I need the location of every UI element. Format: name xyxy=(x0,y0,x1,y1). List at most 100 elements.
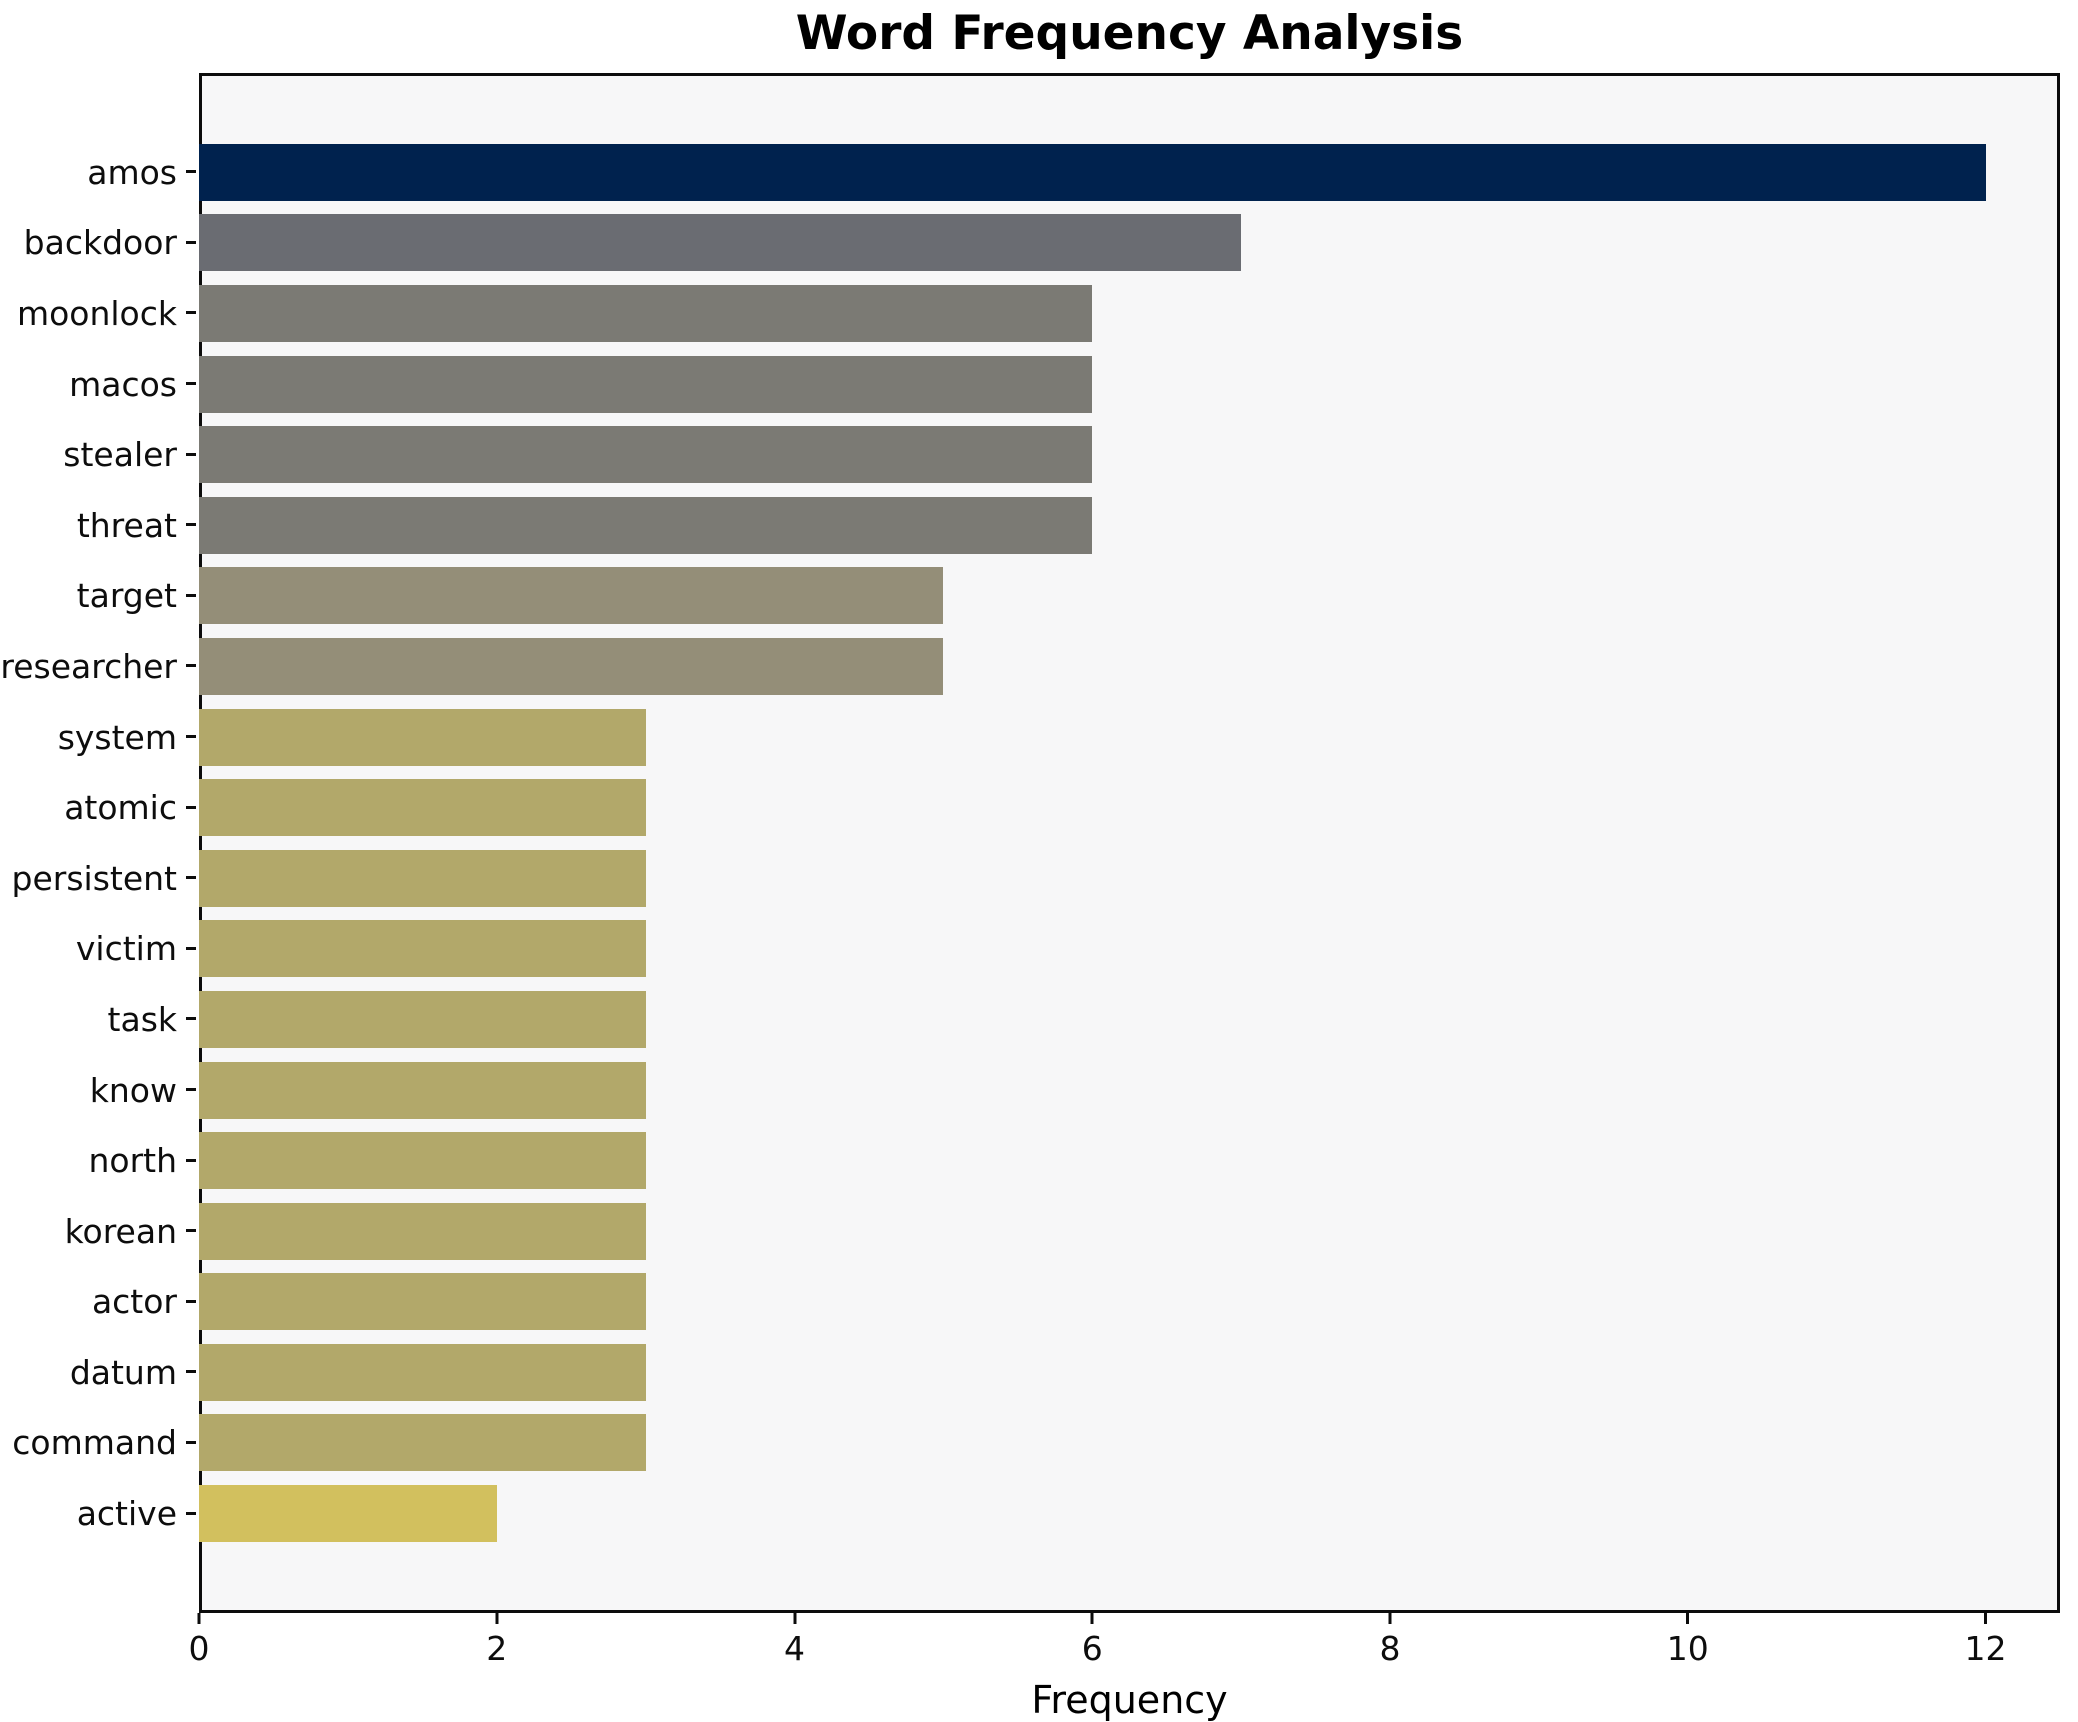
bar-track xyxy=(199,419,2060,490)
bar-track xyxy=(199,208,2060,279)
frequency-bar xyxy=(199,426,1093,484)
x-tick: 10 xyxy=(1667,1613,1709,1665)
y-axis-label: amos xyxy=(87,152,177,192)
y-label-cell: active xyxy=(0,1497,199,1530)
frequency-bar xyxy=(199,1343,646,1401)
y-axis-label: stealer xyxy=(63,435,177,475)
y-axis-label: persistent xyxy=(11,858,177,898)
bar-row: command xyxy=(0,1408,2060,1479)
y-tick-mark xyxy=(186,1511,196,1515)
y-tick-mark xyxy=(186,452,196,456)
y-axis-label: macos xyxy=(69,364,177,404)
x-tick-mark xyxy=(1984,1613,1988,1624)
bar-track xyxy=(199,702,2060,773)
bar-row: know xyxy=(0,1055,2060,1126)
bar-row: target xyxy=(0,561,2060,632)
y-label-cell: atomic xyxy=(0,791,199,824)
x-tick-label: 2 xyxy=(486,1629,508,1668)
y-label-cell: know xyxy=(0,1074,199,1107)
y-tick-mark xyxy=(186,170,196,174)
y-label-cell: threat xyxy=(0,509,199,542)
frequency-bar xyxy=(199,1414,646,1472)
y-label-cell: moonlock xyxy=(0,297,199,330)
y-label-cell: stealer xyxy=(0,438,199,471)
y-tick-mark xyxy=(186,311,196,315)
frequency-bar xyxy=(199,567,944,625)
bar-track xyxy=(199,490,2060,561)
y-axis-label: task xyxy=(107,999,177,1039)
bars-container: amos backdoor moonlock macos stealer threat ta… xyxy=(0,73,2060,1613)
frequency-bar xyxy=(199,779,646,837)
bar-row: victim xyxy=(0,914,2060,985)
bar-track xyxy=(199,843,2060,914)
bar-row: threat xyxy=(0,490,2060,561)
y-axis-label: datum xyxy=(69,1352,177,1392)
y-axis-label: actor xyxy=(91,1282,177,1322)
y-tick-mark xyxy=(186,1158,196,1162)
y-tick-mark xyxy=(186,1088,196,1092)
bar-track xyxy=(199,772,2060,843)
y-label-cell: system xyxy=(0,721,199,754)
y-tick-mark xyxy=(186,735,196,739)
y-label-cell: macos xyxy=(0,368,199,401)
bar-row: macos xyxy=(0,349,2060,420)
x-tick-mark xyxy=(793,1613,797,1624)
bar-track xyxy=(199,1408,2060,1479)
bar-track xyxy=(199,984,2060,1055)
x-tick: 4 xyxy=(784,1613,805,1665)
y-label-cell: command xyxy=(0,1426,199,1459)
x-tick-label: 0 xyxy=(188,1629,210,1668)
y-tick-mark xyxy=(186,593,196,597)
x-tick: 2 xyxy=(486,1613,507,1665)
y-label-cell: persistent xyxy=(0,862,199,895)
y-axis-label: target xyxy=(76,576,177,616)
x-tick-mark xyxy=(1388,1613,1392,1624)
y-axis-label: victim xyxy=(75,929,177,969)
y-label-cell: amos xyxy=(0,156,199,189)
bar-row: backdoor xyxy=(0,208,2060,279)
y-label-cell: korean xyxy=(0,1215,199,1248)
bar-row: persistent xyxy=(0,843,2060,914)
x-tick-label: 10 xyxy=(1666,1629,1709,1668)
frequency-bar xyxy=(199,708,646,766)
frequency-bar xyxy=(199,637,944,695)
y-tick-mark xyxy=(186,240,196,244)
x-tick-label: 12 xyxy=(1964,1629,2007,1668)
y-tick-mark xyxy=(186,664,196,668)
x-tick-mark xyxy=(1090,1613,1094,1624)
bar-row: task xyxy=(0,984,2060,1055)
bar-track xyxy=(199,278,2060,349)
y-label-cell: researcher xyxy=(0,650,199,683)
y-axis-label: active xyxy=(76,1494,177,1534)
x-tick-mark xyxy=(495,1613,499,1624)
y-label-cell: backdoor xyxy=(0,226,199,259)
bar-row: korean xyxy=(0,1196,2060,1267)
frequency-bar xyxy=(199,1132,646,1190)
frequency-bar xyxy=(199,214,1242,272)
y-axis-label: backdoor xyxy=(23,223,177,263)
y-tick-mark xyxy=(186,382,196,386)
bar-track xyxy=(199,1055,2060,1126)
frequency-bar xyxy=(199,920,646,978)
y-tick-mark xyxy=(186,946,196,950)
bar-row: researcher xyxy=(0,631,2060,702)
y-axis-label: researcher xyxy=(0,646,177,686)
y-label-cell: north xyxy=(0,1144,199,1177)
chart-title: Word Frequency Analysis xyxy=(795,6,1464,61)
x-axis-title: Frequency xyxy=(1031,1678,1228,1722)
bar-track xyxy=(199,1478,2060,1549)
y-label-cell: datum xyxy=(0,1356,199,1389)
y-tick-mark xyxy=(186,1229,196,1233)
x-tick: 6 xyxy=(1082,1613,1103,1665)
y-axis-label: system xyxy=(57,717,177,757)
bar-row: active xyxy=(0,1478,2060,1549)
bar-row: system xyxy=(0,702,2060,773)
y-label-cell: actor xyxy=(0,1285,199,1318)
frequency-bar xyxy=(199,1202,646,1260)
bar-row: moonlock xyxy=(0,278,2060,349)
y-label-cell: task xyxy=(0,1003,199,1036)
frequency-bar xyxy=(199,849,646,907)
y-tick-mark xyxy=(186,1440,196,1444)
y-tick-mark xyxy=(186,1017,196,1021)
